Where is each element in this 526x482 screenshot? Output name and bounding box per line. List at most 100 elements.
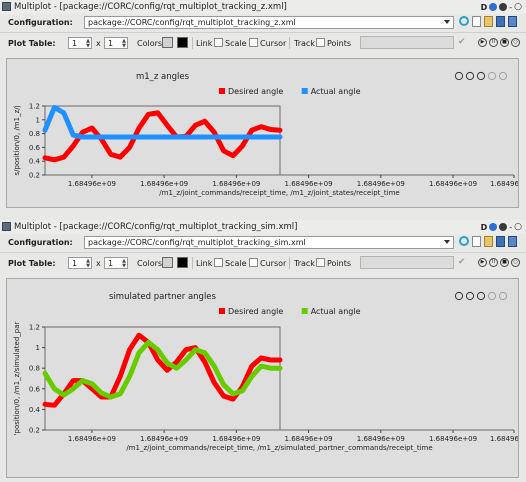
check-icon[interactable]: ✔ xyxy=(458,257,466,267)
pause-icon[interactable] xyxy=(454,291,464,301)
points-label: Points xyxy=(327,259,352,268)
legend-label: Actual angle xyxy=(311,307,361,316)
pause-all-icon[interactable]: II xyxy=(489,258,498,267)
reload-icon[interactable] xyxy=(489,223,498,231)
settings-icon[interactable] xyxy=(499,223,508,231)
foreground-color-swatch[interactable] xyxy=(177,37,188,48)
reload-icon[interactable] xyxy=(489,3,498,11)
export-image-icon[interactable] xyxy=(498,71,508,81)
new-file-icon[interactable] xyxy=(472,236,481,247)
points-checkbox[interactable] xyxy=(316,258,325,267)
reload-icon[interactable] xyxy=(459,16,469,26)
background-color-swatch[interactable] xyxy=(162,257,173,268)
background-color-swatch[interactable] xyxy=(162,37,173,48)
rows-value: 1 xyxy=(72,39,78,48)
multiplot-window-1: Multiplot - [package://CORC/config/rqt_m… xyxy=(0,0,526,215)
scale-checkbox[interactable] xyxy=(214,258,223,267)
save-as-icon[interactable] xyxy=(508,236,517,247)
times-label: x xyxy=(96,39,101,48)
plot-settings-field[interactable] xyxy=(360,256,454,269)
foreground-color-swatch[interactable] xyxy=(177,257,188,268)
configuration-combo[interactable]: package://CORC/config/rqt_multiplot_trac… xyxy=(84,16,454,29)
y-tick-label: 0.6 xyxy=(29,144,41,152)
divider xyxy=(0,32,526,33)
window-titlebar[interactable]: Multiplot - [package://CORC/config/rqt_m… xyxy=(0,220,526,234)
cols-spinbox[interactable]: 1 ▲ ▼ xyxy=(104,257,128,269)
y-tick-label: 1.2 xyxy=(29,103,40,111)
clear-all-icon[interactable]: ■ xyxy=(500,38,509,47)
export-icon[interactable] xyxy=(487,291,497,301)
export-image-icon[interactable] xyxy=(498,291,508,301)
pause-all-icon[interactable]: II xyxy=(489,38,498,47)
plot-widget[interactable]: m1_z angles Desired angle Actual angle 0.2 0… xyxy=(6,58,519,208)
y-tick-label: 0.6 xyxy=(29,385,41,393)
pause-icon[interactable] xyxy=(454,71,464,81)
link-label: Link xyxy=(196,259,213,268)
clear-icon[interactable] xyxy=(465,71,475,81)
colors-label: Colors xyxy=(137,259,163,268)
run-all-icon[interactable]: ▶ xyxy=(478,38,487,47)
x-tick-label: 1.68496e+09 xyxy=(490,180,518,188)
x-tick-label: 1.68496e+09 xyxy=(68,435,116,443)
cols-spinbox[interactable]: 1 ▲ ▼ xyxy=(104,37,128,49)
settings-icon[interactable] xyxy=(476,291,486,301)
chevron-down-icon xyxy=(444,20,450,24)
configuration-label: Configuration: xyxy=(8,18,73,27)
points-checkbox[interactable] xyxy=(316,38,325,47)
divider xyxy=(0,252,526,253)
minimize-icon[interactable]: - xyxy=(509,2,513,12)
legend-label: Actual angle xyxy=(311,87,361,96)
plot-canvas[interactable]: m1_z angles Desired angle Actual angle 0.2 0… xyxy=(7,59,518,207)
x-tick-label: 1.68496e+09 xyxy=(68,180,116,188)
open-folder-icon[interactable] xyxy=(484,16,493,27)
save-icon[interactable] xyxy=(496,16,505,27)
export-all-icon[interactable]: ○ xyxy=(511,38,520,47)
cursor-checkbox[interactable] xyxy=(249,258,258,267)
x-tick-label: 1.68496e+09 xyxy=(212,435,260,443)
clear-all-icon[interactable]: ■ xyxy=(500,258,509,267)
plot-widget[interactable]: simulated partner angles Desired angle Act… xyxy=(6,278,519,478)
close-icon[interactable]: ○ xyxy=(514,222,522,232)
run-all-icon[interactable]: ▶ xyxy=(478,258,487,267)
spin-arrows-icon: ▲ ▼ xyxy=(86,38,90,49)
chevron-down-icon xyxy=(444,240,450,244)
check-icon[interactable]: ✔ xyxy=(458,37,466,47)
plot-settings-field[interactable] xyxy=(360,36,454,49)
configuration-combo[interactable]: package://CORC/config/rqt_multiplot_trac… xyxy=(84,236,454,249)
close-icon[interactable]: ○ xyxy=(514,2,522,12)
export-all-icon[interactable]: ○ xyxy=(511,258,520,267)
settings-icon[interactable] xyxy=(476,71,486,81)
rows-spinbox[interactable]: 1 ▲ ▼ xyxy=(68,37,92,49)
plot-frame xyxy=(44,105,281,176)
divider xyxy=(289,37,290,49)
x-tick-label: 1.68496e+09 xyxy=(429,435,477,443)
plot-table-row: Plot Table: 1 ▲ ▼ x 1 ▲ ▼ Colors Link Scal… xyxy=(0,34,526,52)
y-tick-label: 0.4 xyxy=(29,158,41,166)
series-line-actual xyxy=(42,339,283,400)
window-titlebar[interactable]: Multiplot - [package://CORC/config/rqt_m… xyxy=(0,0,526,14)
y-tick-label: 0.8 xyxy=(29,365,40,373)
reload-icon[interactable] xyxy=(459,236,469,246)
configuration-value: package://CORC/config/rqt_multiplot_trac… xyxy=(88,238,306,247)
new-file-icon[interactable] xyxy=(472,16,481,27)
scale-checkbox[interactable] xyxy=(214,38,223,47)
help-icon[interactable]: D xyxy=(480,222,488,232)
x-tick-label: 1.68496e+09 xyxy=(357,180,405,188)
minimize-icon[interactable]: - xyxy=(509,222,513,232)
plot-table-row: Plot Table: 1 ▲ ▼ x 1 ▲ ▼ Colors Link Scal… xyxy=(0,254,526,272)
series-line-desired xyxy=(42,110,283,163)
x-tick-label: 1.68496e+09 xyxy=(212,180,260,188)
plot-canvas[interactable]: simulated partner angles Desired angle Act… xyxy=(7,279,518,477)
y-tick-label: 0.8 xyxy=(29,130,40,138)
y-tick-label: 0.2 xyxy=(29,427,40,435)
rows-spinbox[interactable]: 1 ▲ ▼ xyxy=(68,257,92,269)
save-as-icon[interactable] xyxy=(508,16,517,27)
cursor-checkbox[interactable] xyxy=(249,38,258,47)
export-icon[interactable] xyxy=(487,71,497,81)
clear-icon[interactable] xyxy=(465,291,475,301)
save-icon[interactable] xyxy=(496,236,505,247)
open-folder-icon[interactable] xyxy=(484,236,493,247)
settings-icon[interactable] xyxy=(499,3,508,11)
help-icon[interactable]: D xyxy=(480,2,488,12)
spin-arrows-icon: ▲ ▼ xyxy=(122,38,126,49)
